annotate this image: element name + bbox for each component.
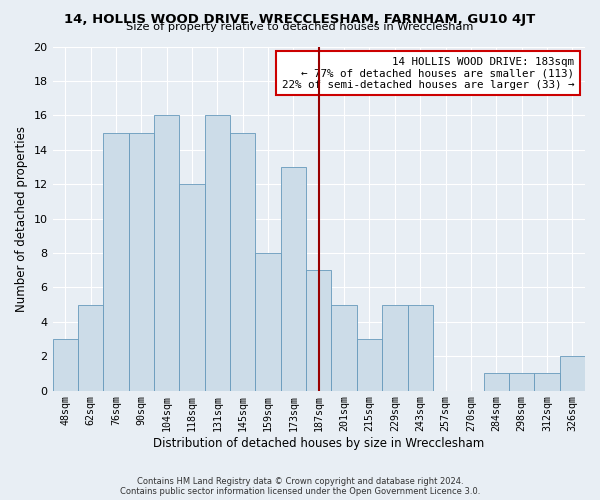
Bar bbox=[256, 253, 281, 390]
Text: 14, HOLLIS WOOD DRIVE, WRECCLESHAM, FARNHAM, GU10 4JT: 14, HOLLIS WOOD DRIVE, WRECCLESHAM, FARN… bbox=[64, 12, 536, 26]
Text: 14 HOLLIS WOOD DRIVE: 183sqm
← 77% of detached houses are smaller (113)
22% of s: 14 HOLLIS WOOD DRIVE: 183sqm ← 77% of de… bbox=[282, 57, 574, 90]
Bar bbox=[128, 132, 154, 390]
Bar bbox=[331, 304, 357, 390]
Bar bbox=[534, 374, 560, 390]
Bar bbox=[53, 339, 78, 390]
Bar bbox=[78, 304, 103, 390]
Bar bbox=[560, 356, 585, 390]
Bar bbox=[103, 132, 128, 390]
X-axis label: Distribution of detached houses by size in Wrecclesham: Distribution of detached houses by size … bbox=[153, 437, 484, 450]
Bar bbox=[357, 339, 382, 390]
Bar bbox=[407, 304, 433, 390]
Bar bbox=[484, 374, 509, 390]
Bar bbox=[382, 304, 407, 390]
Bar bbox=[179, 184, 205, 390]
Bar bbox=[205, 116, 230, 390]
Y-axis label: Number of detached properties: Number of detached properties bbox=[15, 126, 28, 312]
Bar bbox=[509, 374, 534, 390]
Text: Size of property relative to detached houses in Wrecclesham: Size of property relative to detached ho… bbox=[127, 22, 473, 32]
Bar bbox=[306, 270, 331, 390]
Bar bbox=[281, 167, 306, 390]
Bar bbox=[154, 116, 179, 390]
Text: Contains HM Land Registry data © Crown copyright and database right 2024.
Contai: Contains HM Land Registry data © Crown c… bbox=[120, 476, 480, 496]
Bar bbox=[230, 132, 256, 390]
